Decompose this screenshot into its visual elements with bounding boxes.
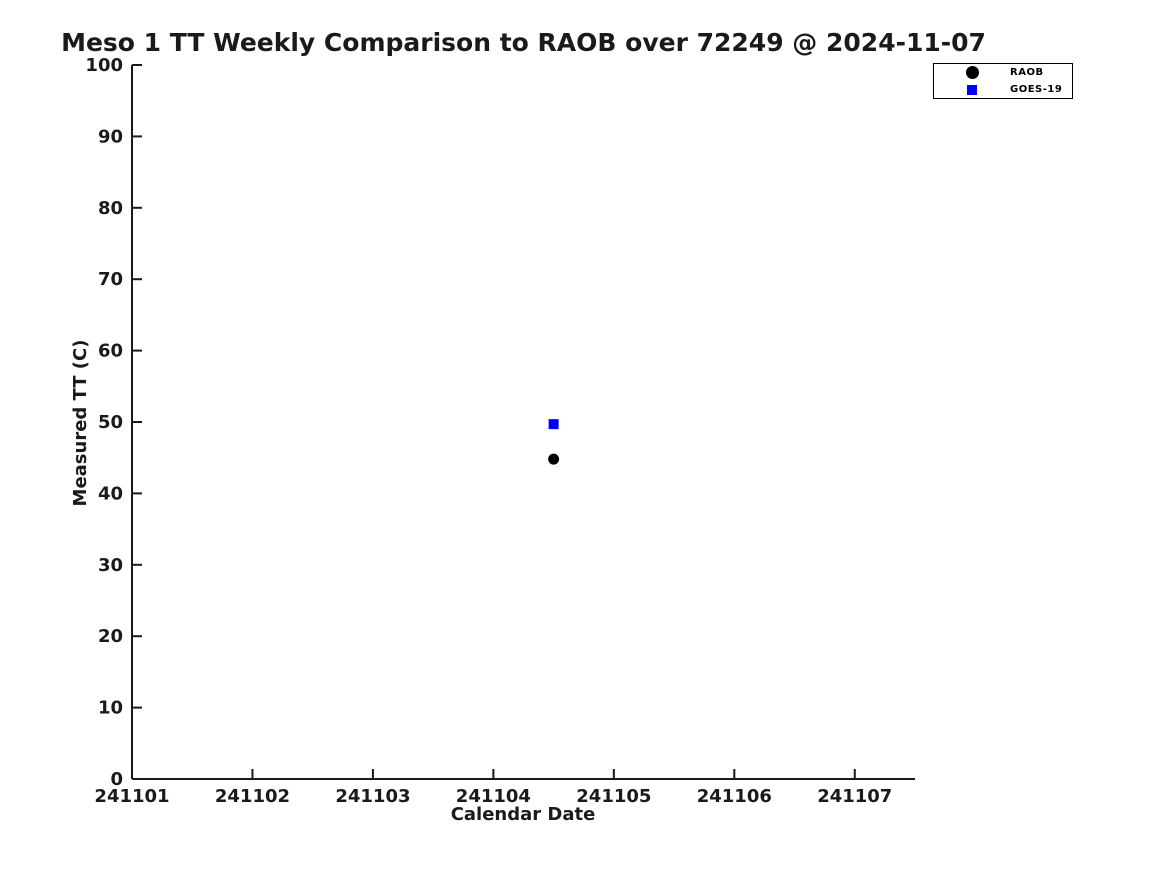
- data-point-raob: [548, 453, 560, 465]
- y-axis-tick-label: 90: [98, 126, 123, 147]
- square-marker-icon: [967, 84, 977, 95]
- circle-marker-icon: [965, 66, 979, 79]
- x-axis-tick-label: 241105: [576, 786, 651, 807]
- data-point-goes-19: [548, 419, 559, 430]
- legend-label: RAOB: [1010, 67, 1044, 78]
- legend-item-raob: RAOB: [934, 65, 1072, 81]
- tick-labels-group: 0 10 20 30 40 50 60 70 80 90 100 241101 241102 241103…: [85, 55, 892, 807]
- x-axis-tick-label: 241104: [456, 786, 531, 807]
- axes-group: [131, 64, 915, 780]
- y-axis-tick-label: 10: [98, 698, 123, 719]
- legend: RAOB GOES-19: [933, 63, 1073, 99]
- y-axis-tick-label: 30: [98, 555, 123, 576]
- y-axis-tick-label: 100: [85, 55, 123, 76]
- legend-label: GOES-19: [1010, 84, 1063, 95]
- x-axis-tick-label: 241101: [94, 786, 169, 807]
- x-axis-tick-label: 241107: [817, 786, 892, 807]
- y-axis-tick-label: 20: [98, 626, 123, 647]
- legend-marker-cell: [934, 66, 1010, 79]
- chart-title: Meso 1 TT Weekly Comparison to RAOB over…: [61, 28, 986, 57]
- x-axis-label: Calendar Date: [450, 804, 596, 825]
- y-axis-tick-label: 70: [98, 269, 123, 290]
- x-axis-tick-label: 241103: [335, 786, 410, 807]
- y-axis-tick-label: 0: [110, 769, 123, 790]
- x-axis-tick-label: 241106: [697, 786, 772, 807]
- y-axis-label: Measured TT (C): [70, 339, 91, 507]
- data-points-group: [548, 419, 560, 465]
- y-axis-tick-label: 40: [98, 483, 123, 504]
- x-axis-tick-label: 241102: [215, 786, 290, 807]
- y-axis-tick-label: 80: [98, 198, 123, 219]
- legend-marker-cell: [934, 84, 1010, 95]
- legend-item-goes-19: GOES-19: [934, 82, 1072, 98]
- y-axis-tick-label: 60: [98, 341, 123, 362]
- y-axis-tick-label: 50: [98, 412, 123, 433]
